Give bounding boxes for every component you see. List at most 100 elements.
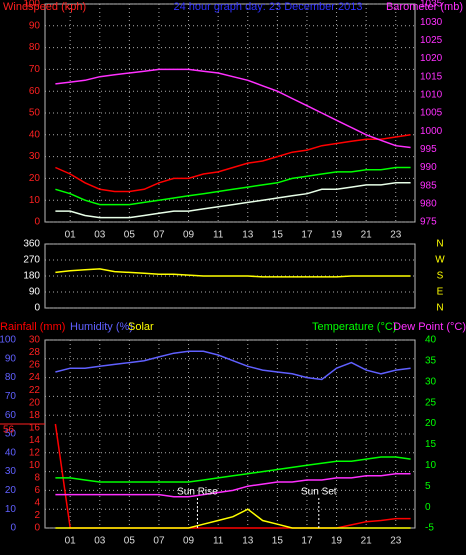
series-line xyxy=(55,472,411,498)
legend-entry: Solar xyxy=(128,321,154,333)
y2-tick-label: -5 xyxy=(425,523,434,534)
x-tick-label: 11 xyxy=(213,536,224,547)
x-tick-label: 03 xyxy=(94,536,106,547)
y-tick-label: 100 xyxy=(0,335,16,346)
y-axis-label: Windspeed (kph) xyxy=(3,1,86,13)
x-tick-label: 15 xyxy=(272,230,284,241)
y-tick-label: 70 xyxy=(5,391,17,402)
y3-tick-label: 12 xyxy=(29,447,41,458)
x-tick-label: 07 xyxy=(153,536,165,547)
y-tick-label: 50 xyxy=(5,429,17,440)
y3-tick-label: 30 xyxy=(29,335,41,346)
x-tick-label: 03 xyxy=(94,230,106,241)
annotation: 56 xyxy=(3,425,15,436)
y-tick-label: 270 xyxy=(23,255,40,266)
x-tick-label: 11 xyxy=(213,230,224,241)
y-tick-label: 180 xyxy=(23,271,40,282)
y-tick-label: 100 xyxy=(23,0,40,10)
y3-tick-label: 26 xyxy=(29,360,41,371)
y3-tick-label: 2 xyxy=(34,510,40,521)
y2-tick-label: 975 xyxy=(420,217,437,228)
y2-tick-label: 1030 xyxy=(420,17,443,28)
x-tick-label: 13 xyxy=(242,536,254,547)
y-tick-label: 20 xyxy=(29,173,41,184)
y-tick-label: 10 xyxy=(5,504,17,515)
y2-tick-label: W xyxy=(435,255,445,266)
y2-tick-label: 0 xyxy=(425,502,431,513)
legend-entry: Rainfall (mm) xyxy=(0,321,65,333)
y-tick-label: 90 xyxy=(5,353,17,364)
x-tick-label: 23 xyxy=(390,536,402,547)
y-tick-label: 20 xyxy=(5,485,17,496)
x-tick-label: 05 xyxy=(124,230,136,241)
y2-tick-label: S xyxy=(437,271,444,282)
x-tick-label: 05 xyxy=(124,536,136,547)
x-tick-label: 23 xyxy=(390,230,402,241)
series-line xyxy=(55,350,411,381)
y2-tick-label: 1025 xyxy=(420,35,443,46)
annotation: Sun Set xyxy=(301,487,337,498)
y2-axis-label: Barometer (mb) xyxy=(386,1,463,13)
y-tick-label: 90 xyxy=(29,20,41,31)
x-tick-label: 21 xyxy=(361,230,373,241)
chart-title: 24 hour graph day: 23 December 2013 xyxy=(174,1,363,13)
y2-tick-label: 1005 xyxy=(420,108,443,119)
y3-tick-label: 20 xyxy=(29,397,41,408)
x-tick-label: 07 xyxy=(153,230,165,241)
y-tick-label: 40 xyxy=(5,447,17,458)
x-tick-label: 09 xyxy=(183,230,195,241)
y-tick-label: 0 xyxy=(34,217,40,228)
y2-tick-label: 995 xyxy=(420,144,437,155)
y-tick-label: 10 xyxy=(29,195,41,206)
y2-tick-label: 15 xyxy=(425,439,437,450)
x-tick-label: 01 xyxy=(65,536,77,547)
y2-tick-label: 20 xyxy=(425,418,437,429)
x-tick-label: 17 xyxy=(301,230,313,241)
y-tick-label: 70 xyxy=(29,64,41,75)
y2-tick-label: 1010 xyxy=(420,89,443,100)
series-line xyxy=(55,166,411,206)
legend-entry: Dew Point (°C) xyxy=(393,321,466,333)
y3-tick-label: 18 xyxy=(29,410,41,421)
y-tick-label: 0 xyxy=(10,523,16,534)
x-tick-label: 09 xyxy=(183,536,195,547)
y-tick-label: 40 xyxy=(29,129,41,140)
y3-tick-label: 28 xyxy=(29,347,41,358)
y-tick-label: 60 xyxy=(5,410,17,421)
x-tick-label: 21 xyxy=(361,536,373,547)
y2-tick-label: 30 xyxy=(425,376,437,387)
series-line xyxy=(55,456,411,483)
x-tick-label: 15 xyxy=(272,536,284,547)
y-tick-label: 360 xyxy=(23,239,40,250)
y2-tick-label: 35 xyxy=(425,356,437,367)
y2-tick-label: 5 xyxy=(425,481,431,492)
y3-tick-label: 16 xyxy=(29,422,41,433)
y-tick-label: 80 xyxy=(5,372,17,383)
legend-entry: Humidity (%) xyxy=(70,321,133,333)
y3-tick-label: 0 xyxy=(34,523,40,534)
y3-tick-label: 24 xyxy=(29,372,41,383)
y3-tick-label: 8 xyxy=(34,473,40,484)
y2-tick-label: E xyxy=(437,287,444,298)
y2-tick-label: 10 xyxy=(425,460,437,471)
y2-tick-label: 980 xyxy=(420,198,437,209)
x-tick-label: 19 xyxy=(331,536,343,547)
series-line xyxy=(55,134,411,193)
x-tick-label: 17 xyxy=(301,536,313,547)
x-tick-label: 13 xyxy=(242,230,254,241)
y-tick-label: 0 xyxy=(34,303,40,314)
y3-tick-label: 10 xyxy=(29,460,41,471)
y-tick-label: 30 xyxy=(29,151,41,162)
y2-tick-label: 990 xyxy=(420,162,437,173)
annotation: Sun Rise xyxy=(177,487,218,498)
y-tick-label: 30 xyxy=(5,466,17,477)
series-line xyxy=(55,508,411,529)
y2-tick-label: N xyxy=(436,239,443,250)
y-tick-label: 90 xyxy=(29,287,41,298)
y2-tick-label: 1000 xyxy=(420,126,443,137)
y3-tick-label: 4 xyxy=(34,498,40,509)
y2-tick-label: 1035 xyxy=(420,0,443,10)
x-tick-label: 19 xyxy=(331,230,343,241)
y2-tick-label: N xyxy=(436,303,443,314)
y2-tick-label: 40 xyxy=(425,335,437,346)
